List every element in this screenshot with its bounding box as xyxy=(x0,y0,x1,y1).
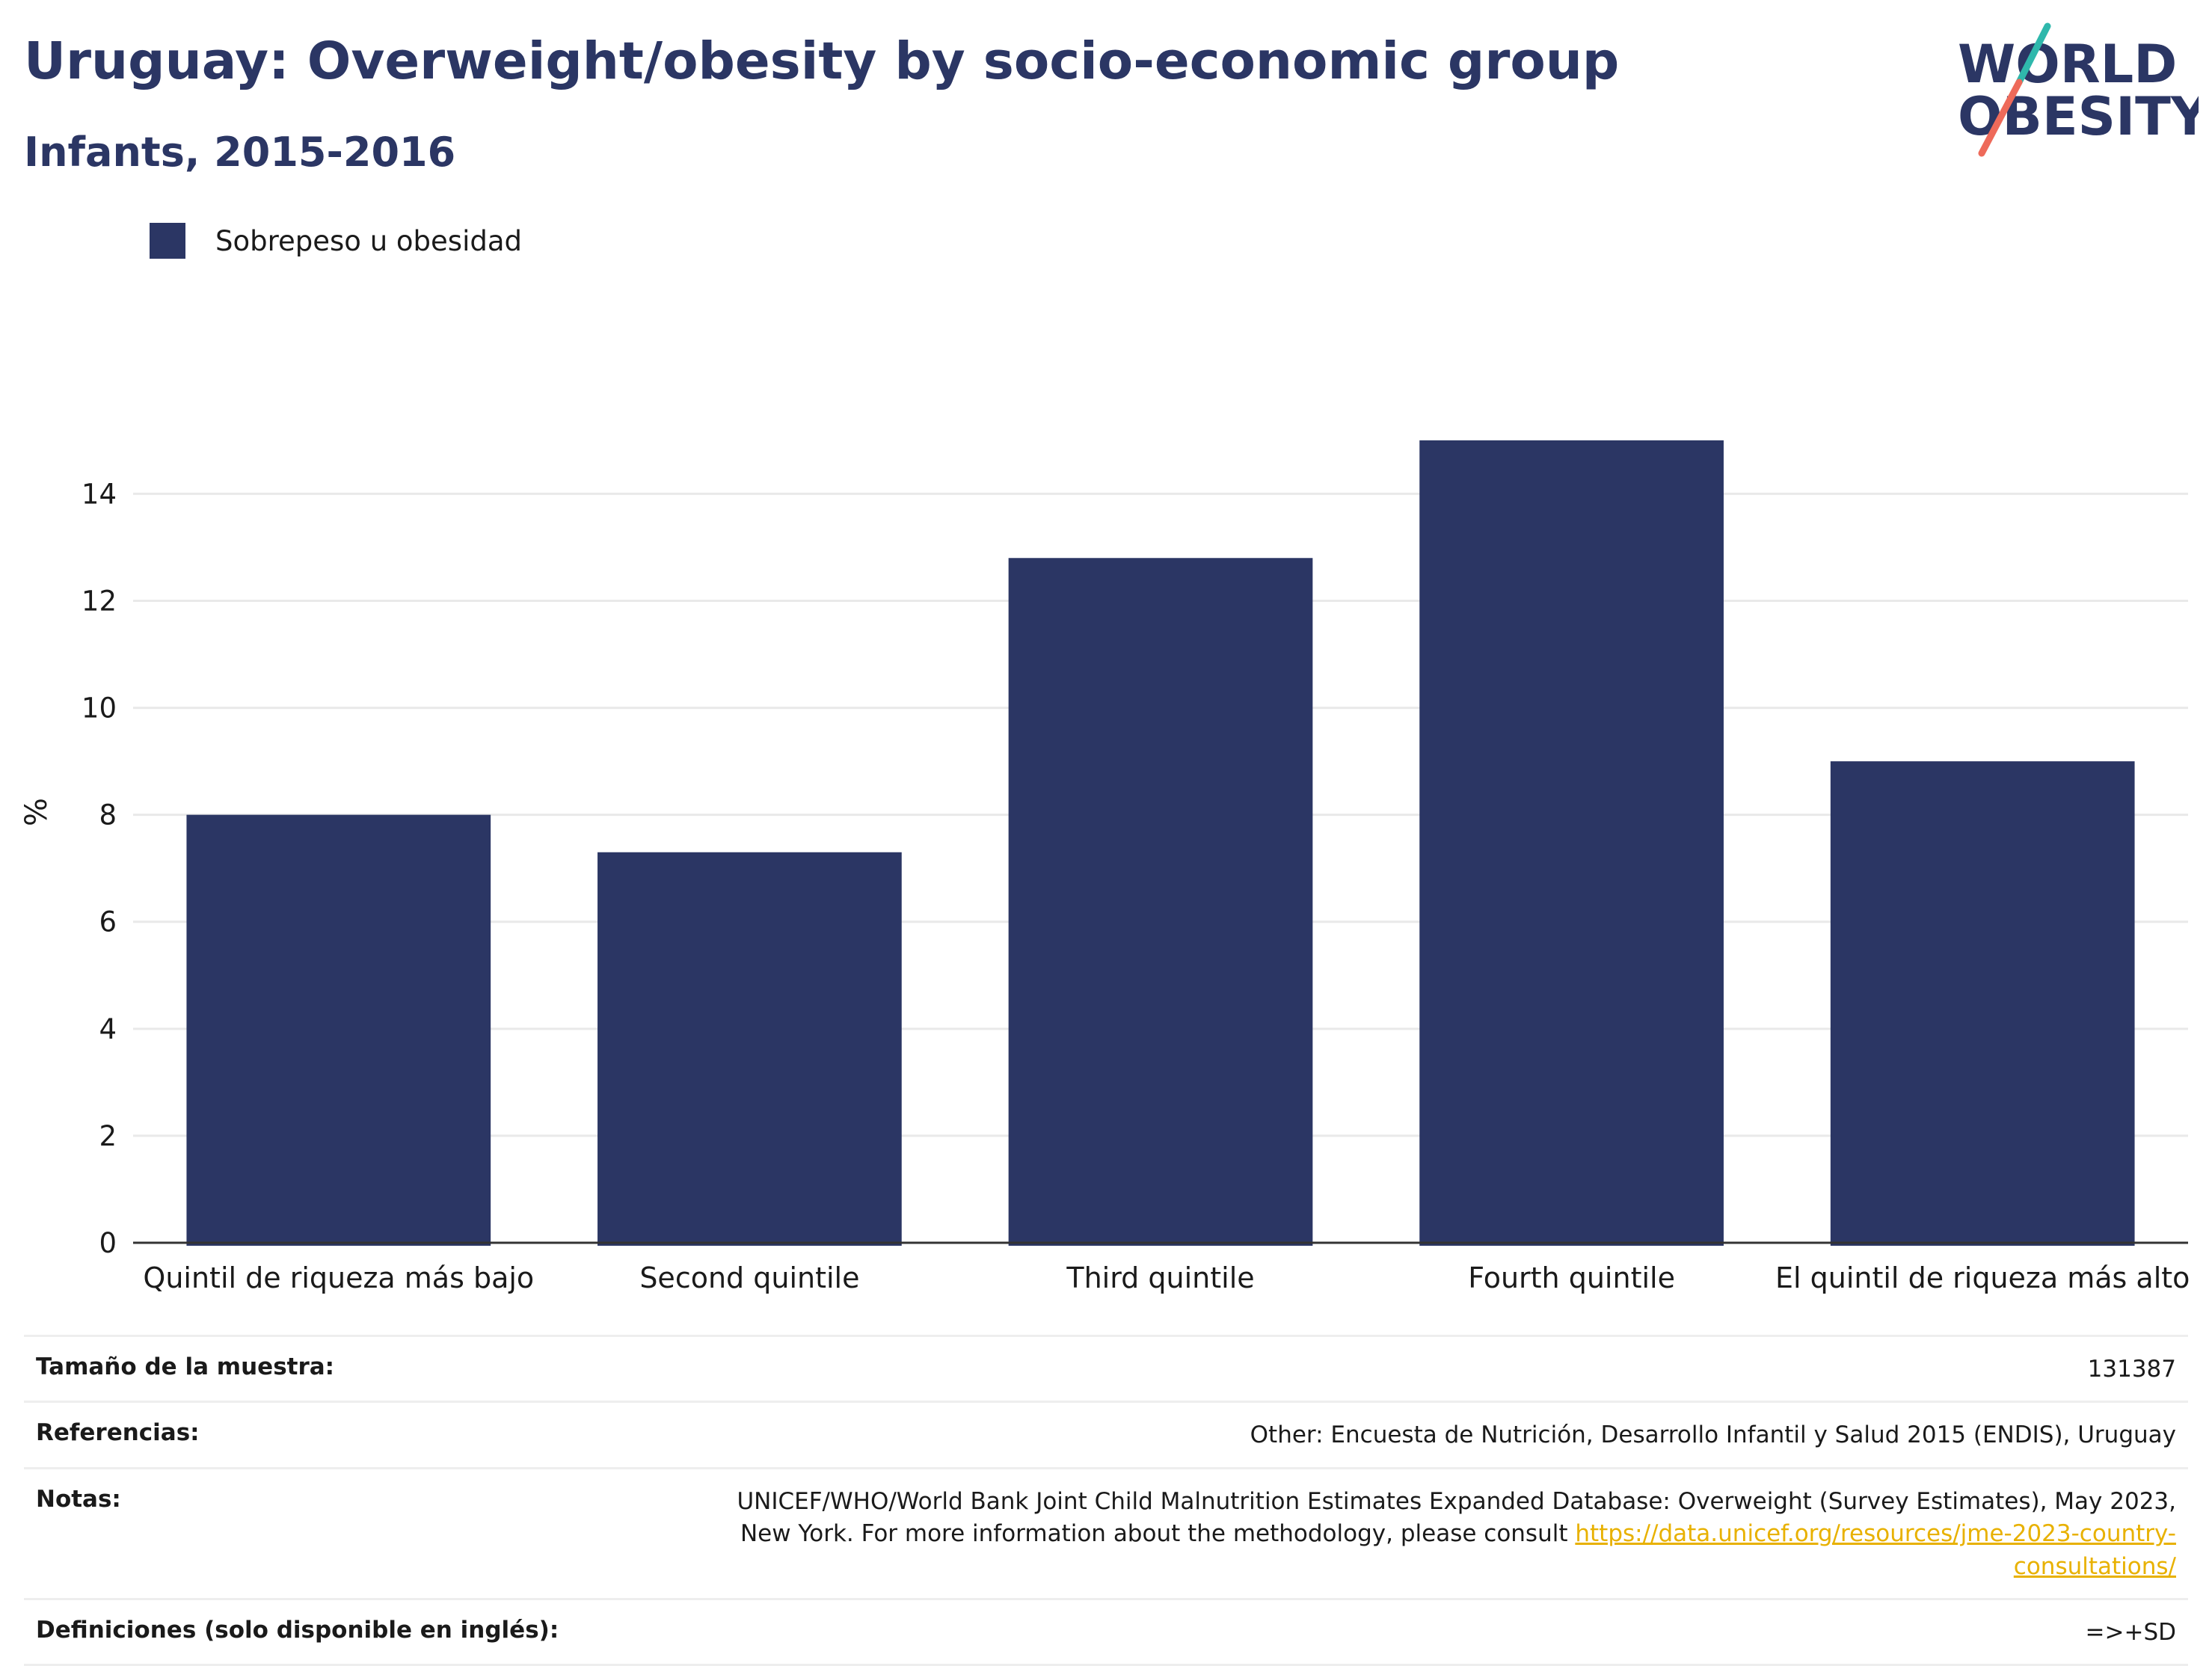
x-tick-label: Fourth quintile xyxy=(1468,1261,1675,1294)
notes-text: UNICEF/WHO/World Bank Joint Child Malnut… xyxy=(737,1487,2176,1548)
sample-value: 131387 xyxy=(2087,1356,2176,1383)
sample-label: Tamaño de la muestra: xyxy=(36,1353,335,1380)
bar xyxy=(597,852,902,1246)
bar xyxy=(1830,761,2135,1246)
legend-label: Sobrepeso u obesidad xyxy=(215,224,522,257)
y-tick-label: 4 xyxy=(99,1013,117,1045)
logo-line1: WORLD xyxy=(1958,34,2177,95)
y-tick-label: 14 xyxy=(82,478,117,510)
legend-swatch xyxy=(150,223,185,259)
y-axis-label: % xyxy=(19,798,54,826)
x-tick-label: Second quintile xyxy=(639,1261,859,1294)
definitions-label: Definiciones (solo disponible en inglés)… xyxy=(36,1616,559,1644)
meta-row-references: Referencias: Other: Encuesta de Nutrició… xyxy=(24,1401,2188,1466)
bar-chart: 0 2 4 6 8 10 12 14 Quintil de riqueza más bajo S… xyxy=(19,440,2190,1294)
meta-row-definitions: Definiciones (solo disponible en inglés)… xyxy=(24,1597,2188,1666)
world-obesity-logo: WORLD OBESITY xyxy=(1958,22,2199,157)
bars xyxy=(186,440,2135,1246)
x-tick-label: Third quintile xyxy=(1066,1261,1254,1294)
notes-label: Notas: xyxy=(36,1485,121,1513)
methodology-link[interactable]: https://data.unicef.org/resources/jme-20… xyxy=(1575,1520,2176,1580)
notes-value: UNICEF/WHO/World Bank Joint Child Malnut… xyxy=(681,1486,2176,1583)
y-tick-label: 0 xyxy=(99,1227,117,1259)
y-axis-ticks: 0 2 4 6 8 10 12 14 xyxy=(82,478,117,1259)
chart-title: Uruguay: Overweight/obesity by socio-eco… xyxy=(24,31,1620,91)
logo-slash-bottom xyxy=(1978,79,2023,157)
y-tick-label: 6 xyxy=(99,906,117,938)
meta-row-notes: Notas: UNICEF/WHO/World Bank Joint Child… xyxy=(24,1466,2188,1598)
y-tick-label: 2 xyxy=(99,1120,117,1152)
bar xyxy=(1008,558,1313,1246)
metadata-table: Tamaño de la muestra: 131387 Referencias… xyxy=(24,1335,2188,1666)
y-tick-label: 8 xyxy=(99,799,117,832)
y-tick-label: 10 xyxy=(82,692,117,725)
y-tick-label: 12 xyxy=(82,585,117,617)
references-value: Other: Encuesta de Nutrición, Desarrollo… xyxy=(1250,1421,2176,1449)
meta-row-sample: Tamaño de la muestra: 131387 xyxy=(24,1335,2188,1401)
x-axis-ticks: Quintil de riqueza más bajo Second quinti… xyxy=(143,1261,2190,1294)
x-tick-label: Quintil de riqueza más bajo xyxy=(143,1261,534,1294)
references-label: Referencias: xyxy=(36,1419,200,1447)
x-tick-label: El quintil de riqueza más alto xyxy=(1775,1261,2190,1294)
definitions-value: =>+SD xyxy=(2085,1618,2176,1646)
legend[interactable]: Sobrepeso u obesidad xyxy=(150,223,522,259)
bar xyxy=(186,814,491,1246)
bar xyxy=(1419,440,1724,1246)
logo-slash-top xyxy=(2015,22,2051,86)
chart-subtitle: Infants, 2015-2016 xyxy=(24,129,456,176)
